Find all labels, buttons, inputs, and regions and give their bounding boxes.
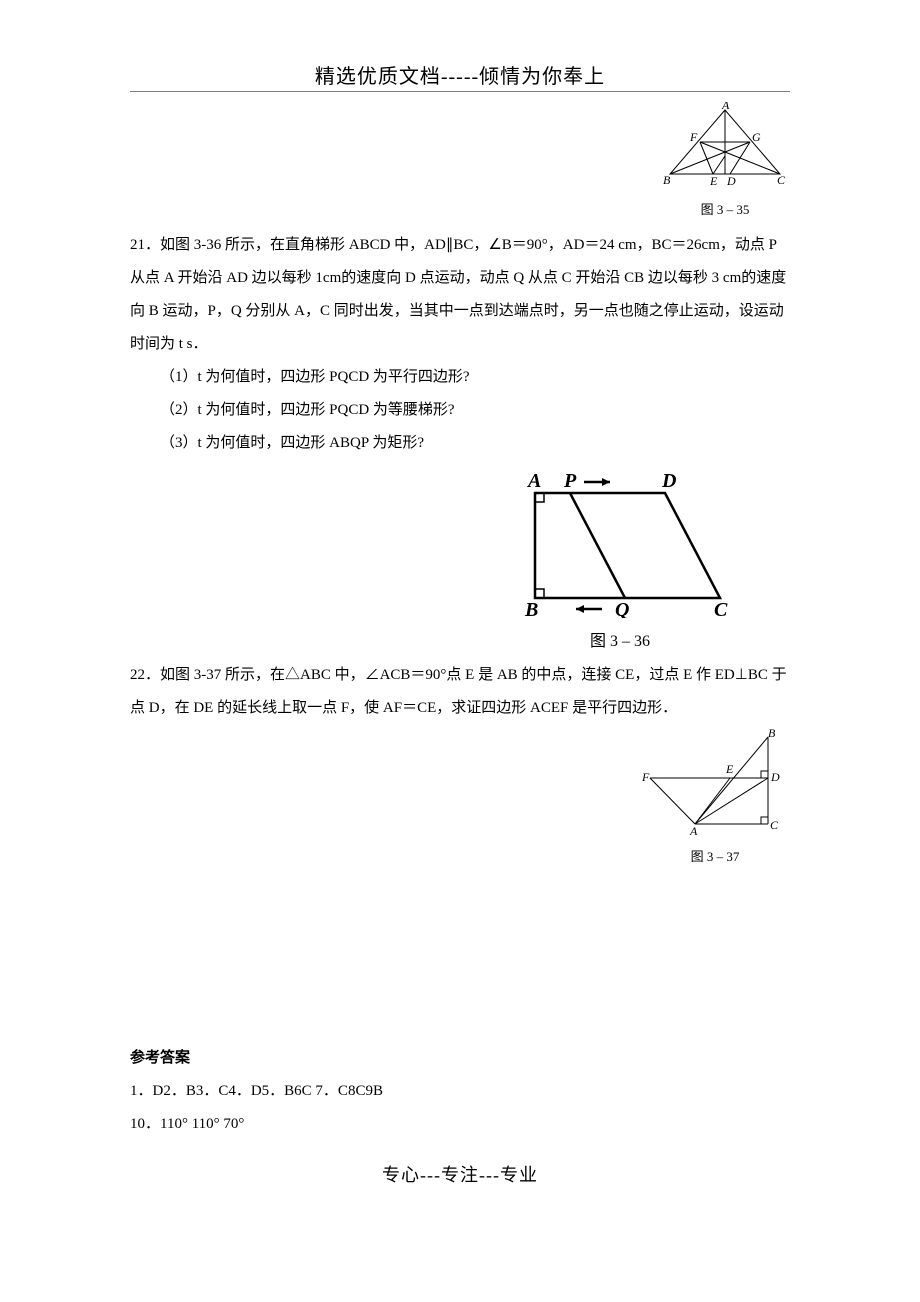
fig35-label-C: C [777,173,786,187]
footer-text: 专心---专注---专业 [130,1161,790,1187]
answers-line-1: 1．D2．B3．C4．D5．B6C 7．C8C9B [130,1075,790,1108]
answers-heading: 参考答案 [130,1046,790,1067]
fig35-label-E: E [709,174,718,188]
fig35-label-B: B [663,173,671,187]
fig36-label-P: P [563,470,577,492]
fig35-label-F: F [689,130,698,144]
fig36-label-Q: Q [615,599,629,618]
fig37-label-B: B [768,729,776,740]
figure-3-37-svg: B F E D A C [640,729,790,839]
figure-3-36-svg: A P D B Q C [510,468,730,618]
fig36-label-C: C [714,599,728,618]
fig37-label-D: D [770,770,780,784]
fig37-label-A: A [689,824,698,838]
fig36-label-B: B [524,599,538,618]
q22-text: 22．如图 3-37 所示，在△ABC 中，∠ACB＝90°点 E 是 AB 的… [130,659,790,725]
header-title: 精选优质文档-----倾情为你奉上 [130,60,790,89]
fig36-label-A: A [526,470,541,492]
fig35-label-G: G [752,130,761,144]
figure-3-37-caption: 图 3 – 37 [640,846,790,865]
q21-sub1: （1）t 为何值时，四边形 PQCD 为平行四边形? [130,361,790,394]
fig37-label-C: C [770,818,779,832]
fig37-label-E: E [725,762,734,776]
q21-text: 21．如图 3-36 所示，在直角梯形 ABCD 中，AD∥BC，∠B＝90°，… [130,229,790,361]
figure-3-37: B F E D A C 图 3 – 37 [130,729,790,866]
q21-sub2: （2）t 为何值时，四边形 PQCD 为等腰梯形? [130,394,790,427]
answers-line-2: 10．110° 110° 70° [130,1108,790,1141]
figure-3-36-caption: 图 3 – 36 [510,627,730,651]
fig37-label-F: F [641,770,650,784]
figure-3-35-svg: A B C F G E D [660,102,790,192]
header-rule [130,91,790,92]
fig36-label-D: D [661,470,676,492]
figure-3-35-caption: 图 3 – 35 [660,199,790,218]
figure-3-36: A P D B Q C 图 3 – 36 [130,468,790,651]
fig35-label-A: A [721,102,730,112]
fig35-label-D: D [726,174,736,188]
figure-3-35: A B C F G E D 图 3 – 35 [130,102,790,219]
q21-sub3: （3）t 为何值时，四边形 ABQP 为矩形? [130,427,790,460]
